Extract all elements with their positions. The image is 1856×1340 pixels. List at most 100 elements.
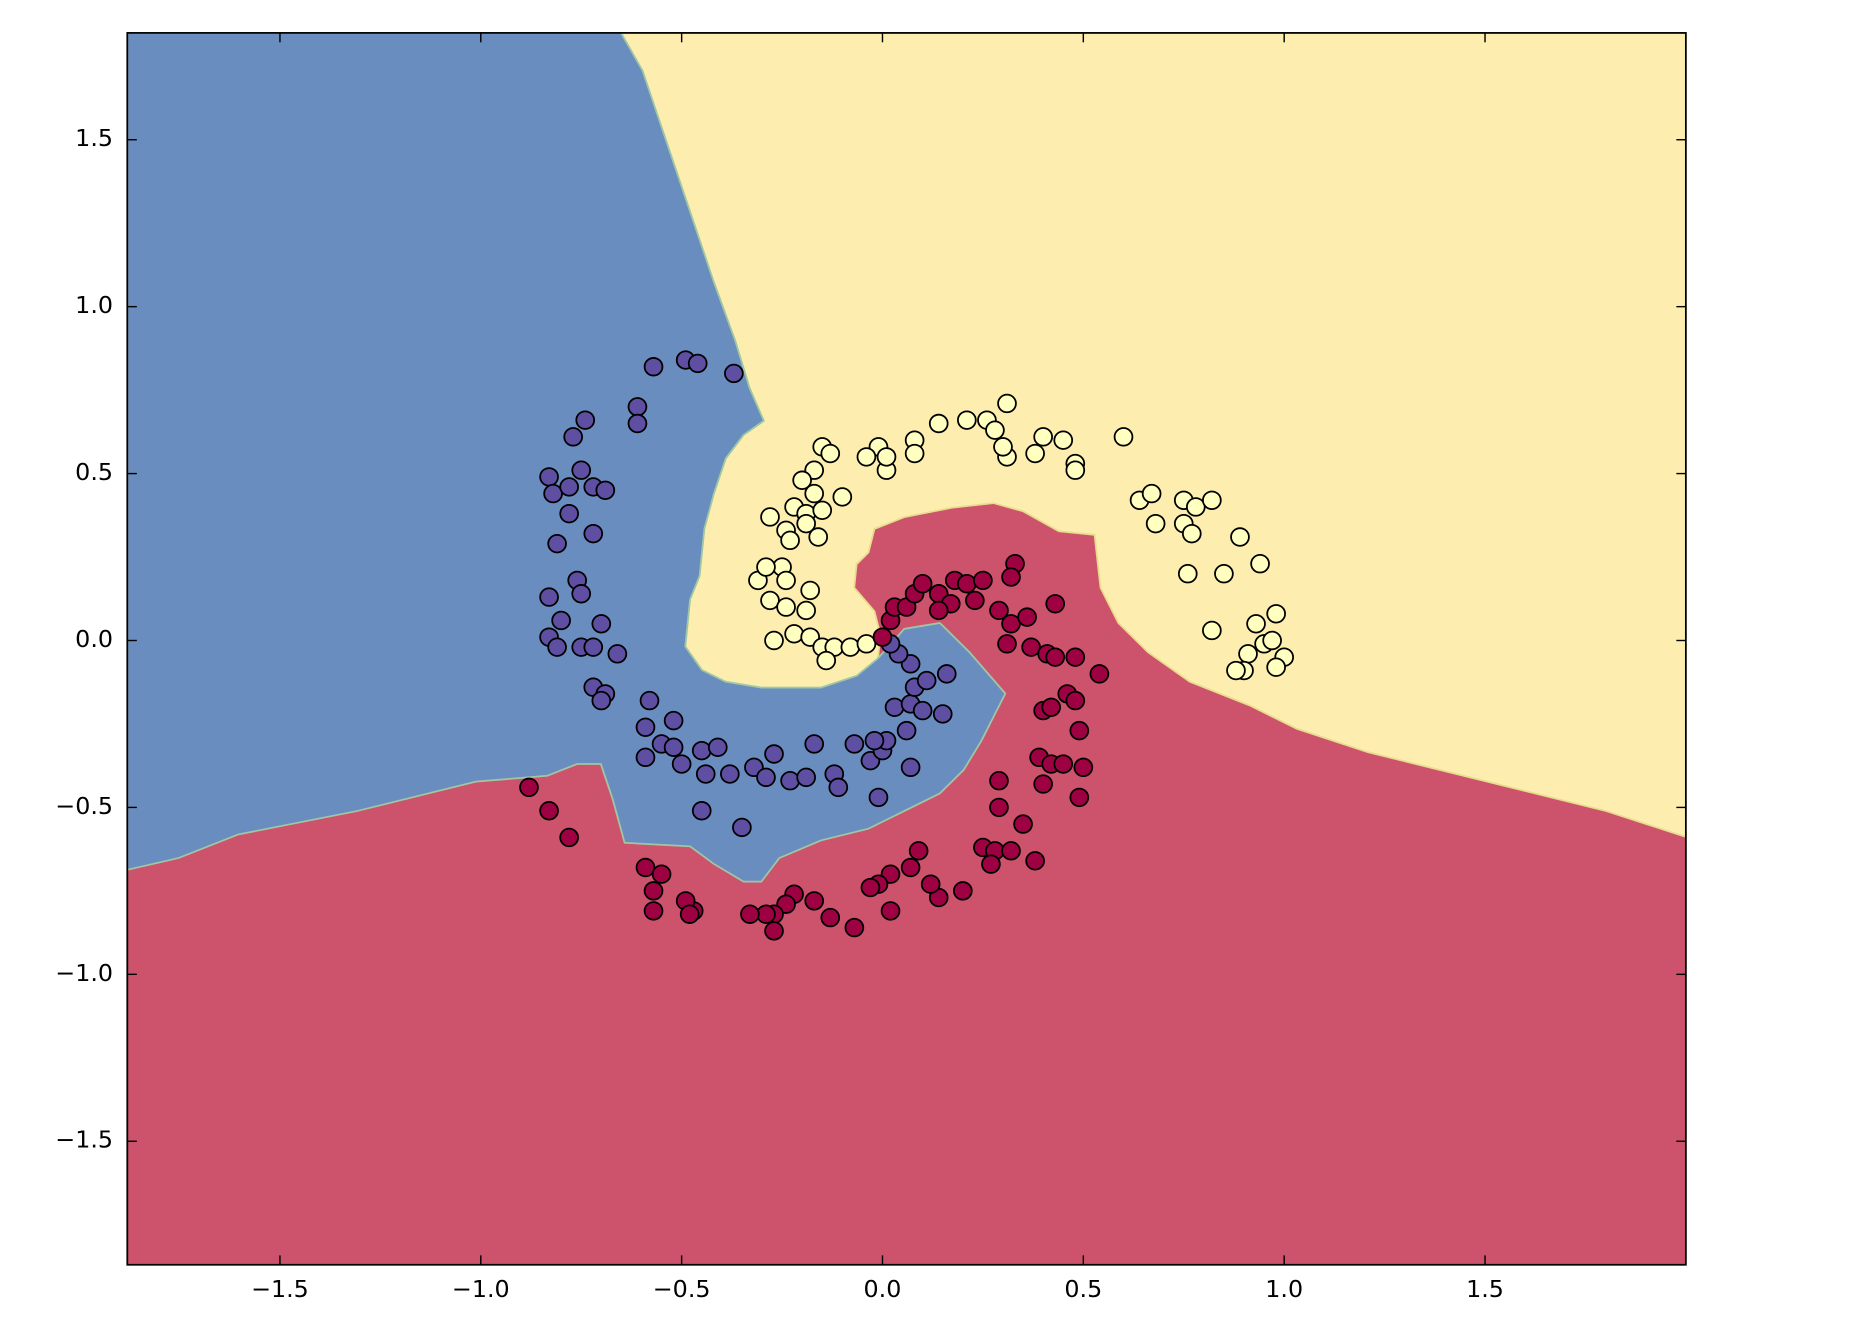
- point: [844, 734, 865, 754]
- point: [1185, 497, 1206, 517]
- point: [1021, 637, 1041, 657]
- point: [808, 527, 829, 547]
- point: [916, 670, 937, 691]
- point: [997, 634, 1017, 654]
- point: [860, 877, 881, 898]
- point: [643, 881, 664, 901]
- point: [591, 690, 612, 711]
- point: [551, 610, 571, 631]
- point: [607, 644, 628, 664]
- point: [583, 523, 604, 544]
- point: [864, 730, 885, 751]
- x-tick-label: −1.0: [452, 1275, 510, 1303]
- point: [707, 737, 728, 758]
- point: [663, 710, 684, 731]
- point: [816, 650, 837, 671]
- point: [1250, 554, 1270, 574]
- point: [1053, 754, 1074, 774]
- point: [1202, 490, 1222, 510]
- point: [884, 697, 905, 717]
- point: [1069, 720, 1090, 741]
- point: [539, 801, 559, 821]
- point: [559, 503, 579, 524]
- point: [559, 827, 579, 848]
- point: [832, 487, 853, 507]
- point: [796, 600, 816, 621]
- point: [635, 747, 656, 768]
- point: [1226, 660, 1246, 681]
- point: [997, 393, 1017, 414]
- point: [539, 587, 559, 607]
- point: [776, 570, 796, 591]
- point: [820, 443, 841, 464]
- point: [1214, 564, 1234, 584]
- point: [912, 574, 933, 594]
- x-tick-label: 1.5: [1466, 1275, 1504, 1303]
- point: [1045, 647, 1066, 667]
- point: [1113, 427, 1134, 447]
- point: [559, 477, 579, 497]
- point: [1202, 620, 1222, 641]
- point: [932, 704, 953, 724]
- point: [868, 787, 889, 808]
- point: [1025, 443, 1045, 464]
- point: [764, 630, 784, 651]
- point: [756, 557, 776, 577]
- point: [1065, 647, 1086, 667]
- point: [780, 771, 800, 791]
- point: [1069, 787, 1090, 808]
- point: [1045, 594, 1066, 614]
- point: [1141, 483, 1162, 504]
- point: [687, 353, 708, 374]
- point: [671, 754, 692, 774]
- point: [900, 857, 921, 878]
- point: [957, 574, 977, 594]
- point: [1001, 841, 1021, 861]
- point: [756, 767, 776, 788]
- y-tick-label: −1.5: [55, 1126, 113, 1154]
- point: [756, 904, 776, 924]
- point: [740, 904, 760, 924]
- point: [547, 533, 567, 554]
- point: [1246, 614, 1266, 634]
- point: [828, 777, 849, 798]
- x-tick-label: 1.0: [1265, 1275, 1303, 1303]
- point: [591, 614, 612, 634]
- point: [679, 904, 700, 924]
- point: [784, 624, 804, 644]
- point: [896, 720, 917, 741]
- point: [627, 397, 648, 417]
- y-tick-label: 1.0: [75, 291, 113, 319]
- point: [1053, 430, 1074, 450]
- point: [1262, 630, 1282, 651]
- point: [571, 460, 592, 480]
- point: [643, 357, 664, 377]
- y-tick-label: −1.0: [55, 959, 113, 987]
- point: [695, 764, 716, 784]
- point: [804, 891, 825, 911]
- point: [981, 854, 1001, 874]
- point: [663, 737, 684, 758]
- point: [1145, 513, 1166, 534]
- point: [635, 857, 656, 878]
- point: [973, 570, 993, 591]
- point: [1177, 564, 1198, 584]
- point: [965, 590, 985, 611]
- x-tick-label: −0.5: [653, 1275, 711, 1303]
- point: [844, 917, 865, 938]
- point: [993, 437, 1013, 457]
- point: [800, 580, 820, 601]
- point: [651, 864, 672, 884]
- point: [1266, 604, 1286, 624]
- point: [720, 764, 740, 784]
- point: [904, 443, 925, 464]
- point: [792, 470, 812, 490]
- point: [928, 413, 949, 434]
- point: [691, 801, 712, 821]
- point: [953, 881, 973, 901]
- point: [732, 817, 752, 838]
- point: [989, 771, 1009, 791]
- point: [812, 500, 833, 520]
